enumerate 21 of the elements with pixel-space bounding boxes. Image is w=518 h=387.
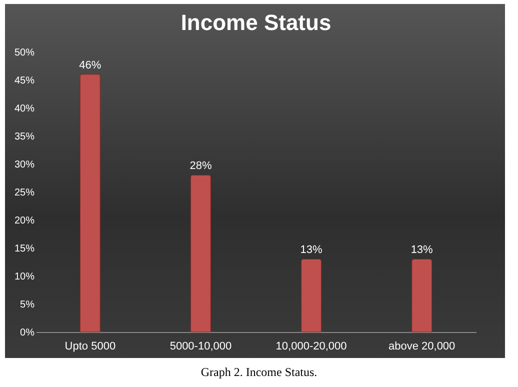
y-tick-label: 35% [14,132,35,142]
x-tick-label: 5000-10,000 [170,340,232,352]
x-tick-label: Upto 5000 [64,340,116,352]
data-label: 46% [79,59,102,72]
x-tick-label: 10,000-20,000 [276,340,347,352]
y-tick-label: 0% [20,328,35,338]
x-tick-label: above 20,000 [388,340,456,352]
y-tick-label: 5% [20,300,35,310]
y-tick-label: 25% [14,188,35,198]
y-tick-label: 15% [14,244,35,254]
y-tick-label: 30% [14,160,35,170]
caption: Graph 2. Income Status. [200,365,318,380]
y-tick-label: 10% [14,272,35,282]
y-tick-label: 20% [14,216,35,226]
y-tick-label: 45% [14,76,35,86]
data-label: 28% [190,160,212,172]
chart-title: Income Status [180,10,332,35]
y-tick-label: 40% [14,104,35,114]
data-label: 13% [410,244,434,256]
data-label: 13% [300,244,322,256]
y-tick-label: 50% [14,48,35,58]
